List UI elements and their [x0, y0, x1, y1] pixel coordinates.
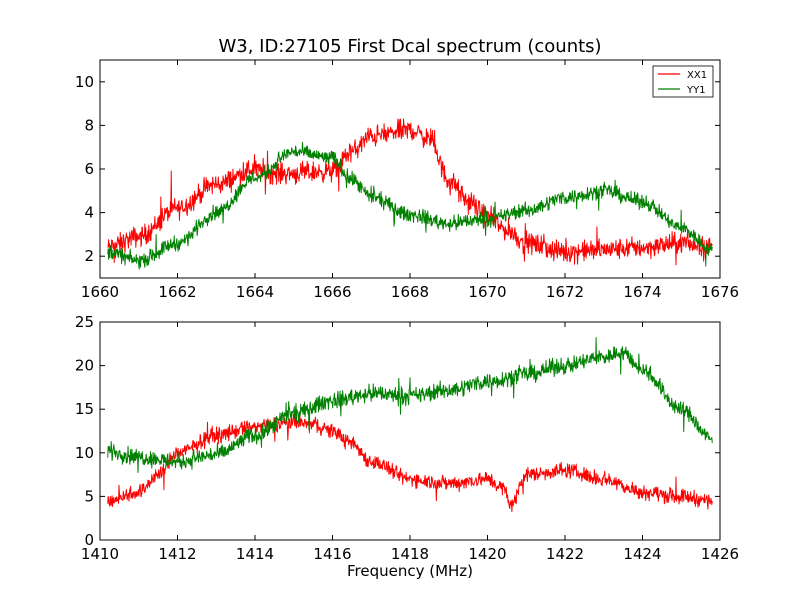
top-xtick-label: 1672 [546, 283, 584, 301]
top-plot-area [100, 60, 720, 278]
top-ytick-label: 8 [84, 116, 94, 134]
bottom-ticks-group: 1410 1412 1414 1416 1418 1420 1422 1424 1426 0 5 10… [75, 313, 739, 563]
top-panel: W3, ID:27105 First Dcal spectrum (counts… [75, 36, 739, 301]
bottom-series-xx1-line [107, 413, 713, 513]
bottom-series-yy1-line [107, 337, 713, 473]
legend: XX1 YY1 [652, 65, 714, 98]
top-xtick-label: 1670 [468, 283, 506, 301]
bottom-ytick-label: 5 [84, 487, 94, 505]
bottom-xtick-label: 1426 [701, 545, 739, 563]
top-series-group [107, 118, 713, 270]
bottom-ytick-label: 10 [75, 444, 94, 462]
bottom-ytick-label: 25 [75, 313, 94, 331]
top-xtick-label: 1668 [391, 283, 429, 301]
bottom-series-group [107, 337, 713, 513]
top-series-xx1-line [107, 118, 713, 266]
bottom-xtick-label: 1424 [623, 545, 661, 563]
x-axis-label: Frequency (MHz) [347, 562, 473, 580]
legend-label-yy1: YY1 [686, 85, 706, 96]
top-ytick-label: 2 [84, 247, 94, 265]
bottom-xtick-label: 1412 [158, 545, 196, 563]
legend-box [652, 65, 714, 98]
top-ticks-group: 1660 1662 1664 1666 1668 1670 1672 1674 1676 2 4 6 8… [75, 60, 739, 301]
bottom-ytick-label: 15 [75, 400, 94, 418]
bottom-ytick-label: 20 [75, 357, 94, 375]
bottom-xtick-label: 1410 [81, 545, 119, 563]
bottom-ytick-label: 0 [84, 531, 94, 549]
bottom-xtick-label: 1420 [468, 545, 506, 563]
bottom-plot-area [100, 322, 720, 540]
bottom-xtick-label: 1422 [546, 545, 584, 563]
bottom-xtick-label: 1418 [391, 545, 429, 563]
legend-label-xx1: XX1 [687, 70, 707, 81]
top-xtick-label: 1676 [701, 283, 739, 301]
top-xtick-label: 1662 [158, 283, 196, 301]
top-ytick-label: 6 [84, 160, 94, 178]
chart-title: W3, ID:27105 First Dcal spectrum (counts… [218, 36, 601, 57]
top-ytick-label: 10 [75, 73, 94, 91]
top-xtick-label: 1666 [313, 283, 351, 301]
top-ytick-label: 4 [84, 204, 94, 222]
top-series-yy1-line [107, 141, 713, 270]
top-xtick-label: 1660 [81, 283, 119, 301]
bottom-xtick-label: 1414 [236, 545, 274, 563]
top-xtick-label: 1664 [236, 283, 274, 301]
bottom-xtick-label: 1416 [313, 545, 351, 563]
bottom-panel: 1410 1412 1414 1416 1418 1420 1422 1424 1426 0 5 10… [75, 313, 739, 580]
top-xtick-label: 1674 [623, 283, 661, 301]
